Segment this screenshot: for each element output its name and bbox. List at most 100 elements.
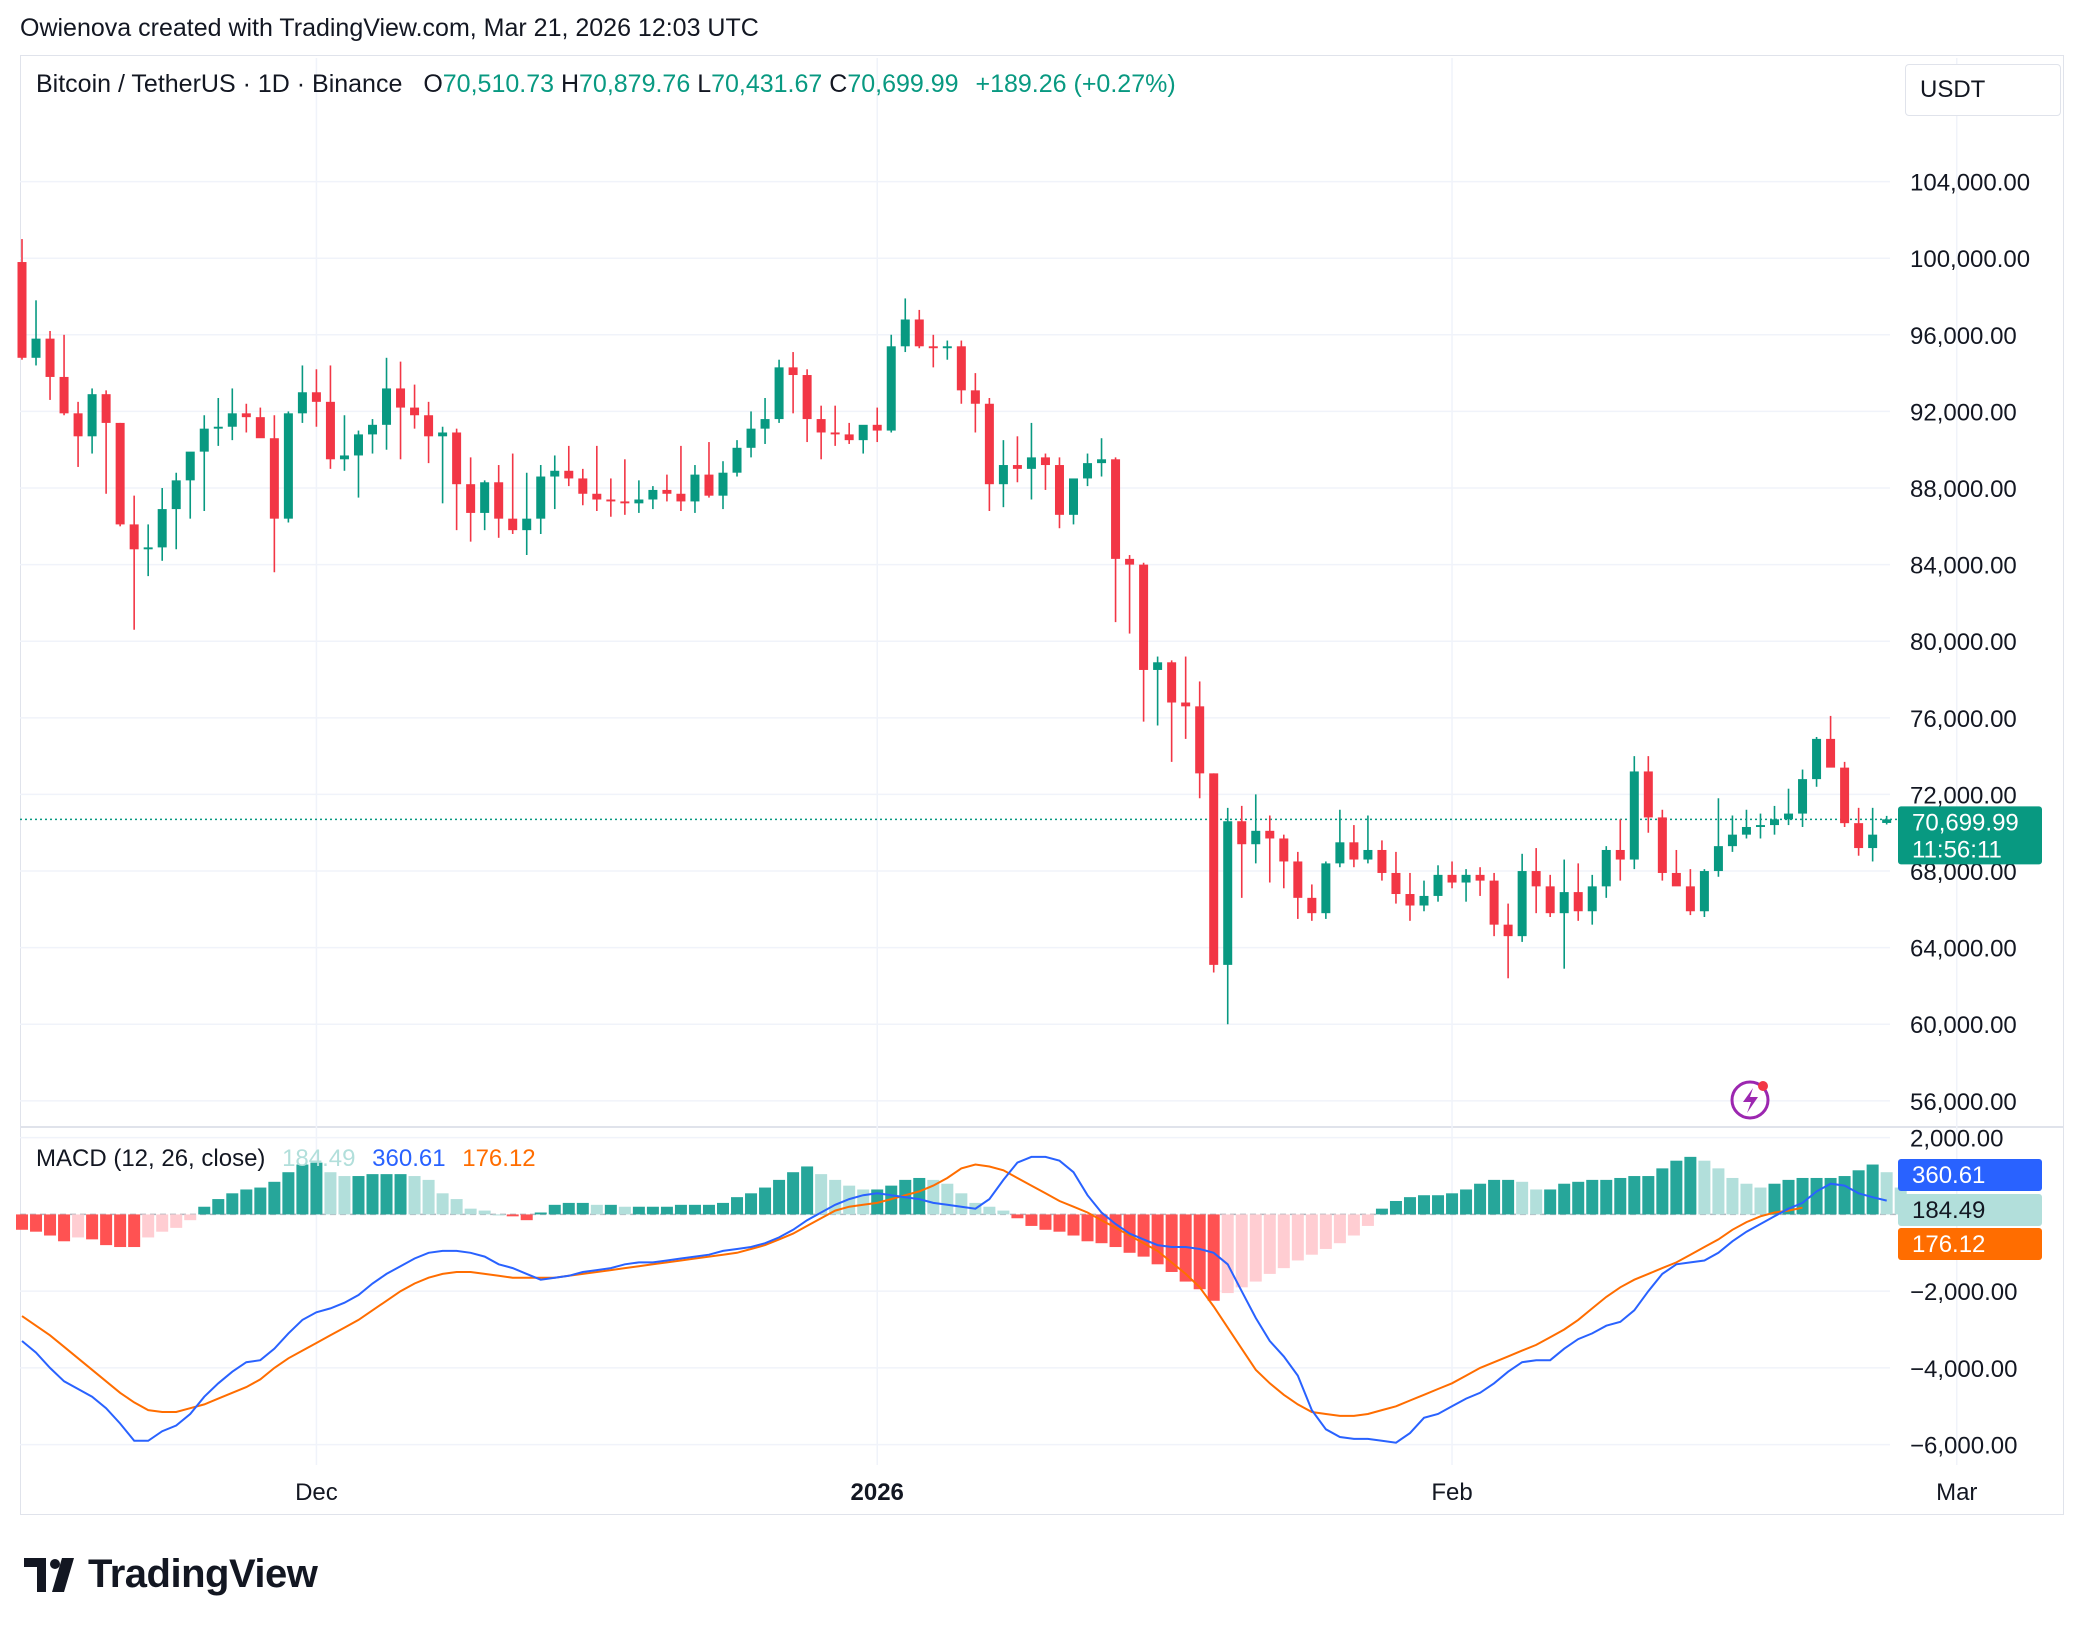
candle-body	[1223, 821, 1233, 965]
last-price-tag-text: 70,699.99	[1912, 809, 2019, 836]
histogram-bar	[1305, 1214, 1318, 1255]
signal-value-tag-bg	[1898, 1228, 2042, 1260]
histogram-bar	[1137, 1214, 1150, 1257]
histogram-bar	[100, 1214, 113, 1246]
price-tick-label: 84,000.00	[1910, 553, 2017, 580]
last-price-tag-text: 11:56:11	[1912, 836, 2002, 863]
histogram-bar	[702, 1204, 715, 1215]
histogram-bar	[1838, 1176, 1851, 1215]
candle	[171, 472, 181, 550]
macd-lines	[21, 1155, 1887, 1444]
candle	[1251, 794, 1261, 864]
histogram-bar	[380, 1174, 393, 1215]
candle-body	[1083, 463, 1093, 479]
histogram-bar	[72, 1214, 85, 1238]
candle-body	[620, 501, 630, 504]
histogram-bar	[1726, 1177, 1739, 1215]
currency-button[interactable]: USDT	[1905, 64, 2061, 116]
candle	[1812, 736, 1822, 787]
tradingview-logo[interactable]: TradingView	[24, 1552, 318, 1597]
candle-body	[185, 451, 195, 481]
candle	[1195, 681, 1205, 799]
chart-canvas[interactable]: 104,000.00 100,000.00 96,000.00 92,000.00 88…	[0, 0, 2084, 1520]
candle	[1629, 756, 1639, 870]
candle-body	[1489, 880, 1499, 925]
histogram-bar	[1824, 1177, 1837, 1215]
macd-line-value: 360.61	[372, 1145, 446, 1172]
candle	[1223, 807, 1233, 1025]
candle	[774, 359, 784, 423]
candle	[1054, 457, 1064, 529]
candle-body	[1587, 886, 1597, 912]
macd-tick-label: −4,000.00	[1910, 1356, 2017, 1383]
symbol-title[interactable]: Bitcoin / TetherUS · 1D · Binance	[36, 70, 403, 98]
candle	[1531, 848, 1541, 914]
candle	[255, 407, 265, 439]
open-label: O	[423, 70, 443, 98]
histogram-bar	[1207, 1214, 1220, 1301]
histogram-bar	[815, 1174, 828, 1215]
candle	[1139, 562, 1149, 722]
candle-body	[508, 518, 518, 531]
candle	[45, 330, 55, 400]
open-value: 70,510.73	[442, 70, 554, 98]
histogram-bar	[1754, 1187, 1767, 1215]
histogram-bar	[1712, 1168, 1725, 1215]
histogram-bar	[1796, 1177, 1809, 1215]
candle	[1545, 874, 1555, 917]
lightning-icon[interactable]	[1730, 1080, 1770, 1120]
candle-body	[1643, 771, 1653, 818]
candle	[900, 298, 910, 353]
candle	[1026, 422, 1036, 500]
candle-body	[1111, 459, 1121, 559]
candle	[1559, 859, 1569, 969]
histogram-bar	[1291, 1214, 1304, 1261]
macd-signal-value: 176.12	[462, 1145, 536, 1172]
candle-body	[564, 470, 574, 479]
histogram-bar	[534, 1212, 547, 1215]
candle	[676, 445, 686, 511]
candle-body	[115, 422, 125, 525]
histogram-bar	[913, 1177, 926, 1215]
candle	[311, 369, 321, 427]
candle-body	[1784, 813, 1794, 820]
histogram-bar	[1656, 1168, 1669, 1215]
candle-body	[872, 424, 882, 431]
candle	[984, 398, 994, 511]
change-value: +189.26 (+0.27%)	[975, 70, 1176, 98]
histogram-bar	[394, 1174, 407, 1215]
macd-title[interactable]: MACD (12, 26, close)	[36, 1145, 266, 1172]
candle-body	[1727, 834, 1737, 847]
histogram-bar	[1151, 1214, 1164, 1265]
candle-body	[816, 419, 826, 433]
macd-legend: MACD (12, 26, close) 184.49 360.61 176.1…	[36, 1145, 546, 1173]
candle-body	[942, 346, 952, 349]
histogram-bar	[1389, 1200, 1402, 1215]
macd-value-tag: 360.61	[1898, 1159, 2042, 1191]
candle	[241, 403, 251, 433]
candle	[1349, 825, 1359, 868]
candle	[31, 300, 41, 366]
candle	[1461, 869, 1471, 902]
candle-body	[1054, 465, 1064, 515]
candle	[1083, 453, 1093, 487]
histogram-bar	[142, 1214, 155, 1238]
candle	[886, 334, 896, 433]
histogram-bar	[688, 1204, 701, 1215]
candle-body	[1741, 826, 1751, 835]
histogram-bar	[408, 1176, 421, 1215]
candle	[1447, 861, 1457, 889]
candle	[410, 384, 420, 429]
candle	[718, 461, 728, 510]
macd-tick-label: 2,000.00	[1910, 1126, 2003, 1153]
candle-body	[1755, 825, 1765, 827]
candle	[466, 457, 476, 542]
histogram-bar	[1572, 1181, 1585, 1215]
histogram-bar	[282, 1172, 295, 1215]
candle	[101, 390, 111, 494]
histogram-bar	[156, 1214, 169, 1232]
candle	[872, 407, 882, 443]
candle-body	[788, 367, 798, 376]
histogram-bar	[16, 1214, 28, 1230]
histogram-bar	[1880, 1172, 1893, 1215]
